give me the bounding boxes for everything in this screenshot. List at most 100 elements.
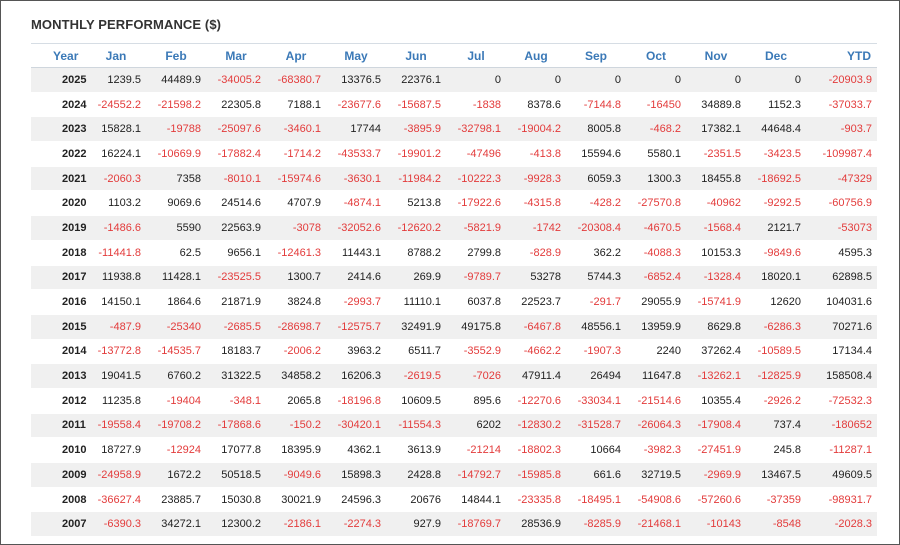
year-cell: 2020: [31, 190, 86, 217]
feb-cell: 6760.2: [146, 363, 206, 389]
sep-cell: -8285.9: [566, 511, 626, 538]
oct-cell: -26064.3: [626, 413, 686, 439]
mar-cell: 12300.2: [206, 511, 266, 538]
oct-cell: -4088.3: [626, 240, 686, 266]
jan-cell: -36627.4: [86, 487, 146, 513]
sep-cell: 15594.6: [566, 141, 626, 167]
jun-cell: 20676: [386, 487, 446, 513]
table-row: 2008 -36627.4 23885.7 15030.8 30021.9 24596.3…: [31, 487, 877, 513]
table-row: 2024 -24552.2 -21598.2 22305.8 7188.1 -23677.…: [31, 92, 877, 118]
may-cell: 3963.2: [326, 339, 386, 365]
may-cell: 11443.1: [326, 240, 386, 266]
jan-cell: -11441.8: [86, 240, 146, 266]
apr-cell: -28698.7: [266, 314, 326, 340]
ytd-cell: 4595.3: [806, 240, 877, 266]
apr-cell: -2186.1: [266, 511, 326, 538]
sep-cell: 26494: [566, 363, 626, 389]
mar-cell: -34005.2: [206, 67, 266, 93]
apr-cell: 7188.1: [266, 92, 326, 118]
apr-cell: -68380.7: [266, 67, 326, 93]
mar-cell: 24514.6: [206, 190, 266, 217]
may-cell: 17744: [326, 116, 386, 143]
sep-cell: 362.2: [566, 240, 626, 266]
nov-cell: -13262.1: [686, 363, 746, 389]
aug-cell: 53278: [506, 265, 566, 291]
aug-cell: -9928.3: [506, 166, 566, 192]
jun-cell: -11554.3: [386, 413, 446, 439]
table-row: 2014 -13772.8 -14535.7 18183.7 -2006.2 3963.2…: [31, 339, 877, 365]
ytd-cell: 17134.4: [806, 339, 877, 365]
oct-cell: 29055.9: [626, 289, 686, 315]
sep-cell: -1907.3: [566, 339, 626, 365]
jan-cell: -2060.3: [86, 166, 146, 192]
oct-cell: 0: [626, 67, 686, 93]
jul-cell: -32798.1: [446, 116, 506, 143]
oct-cell: 13959.9: [626, 314, 686, 340]
nov-cell: -1568.4: [686, 215, 746, 241]
oct-cell: -3982.3: [626, 437, 686, 463]
year-cell: 2015: [31, 314, 86, 340]
column-header-mar: Mar: [206, 43, 266, 68]
table-row: 2016 14150.1 1864.6 21871.9 3824.8 -2993.7 111…: [31, 289, 877, 315]
jan-cell: -6390.3: [86, 511, 146, 538]
dec-cell: -18692.5: [746, 166, 806, 192]
feb-cell: 7358: [146, 166, 206, 192]
jun-cell: -2619.5: [386, 363, 446, 389]
feb-cell: 11428.1: [146, 265, 206, 291]
mar-cell: 18183.7: [206, 339, 266, 365]
year-cell: 2021: [31, 166, 86, 192]
may-cell: -23677.6: [326, 92, 386, 118]
dec-cell: -37359: [746, 487, 806, 513]
dec-cell: -10589.5: [746, 339, 806, 365]
dec-cell: 2121.7: [746, 215, 806, 241]
table-row: 2011 -19558.4 -19708.2 -17868.6 -150.2 -30420…: [31, 413, 877, 439]
mar-cell: -23525.5: [206, 265, 266, 291]
nov-cell: 8629.8: [686, 314, 746, 340]
nov-cell: 37262.4: [686, 339, 746, 365]
nov-cell: 0: [686, 67, 746, 93]
ytd-cell: -60756.9: [806, 190, 877, 217]
may-cell: -43533.7: [326, 141, 386, 167]
year-cell: 2025: [31, 67, 86, 93]
table-row: 2013 19041.5 6760.2 31322.5 34858.2 16206.3 -2…: [31, 363, 877, 389]
may-cell: -3630.1: [326, 166, 386, 192]
may-cell: 15898.3: [326, 462, 386, 488]
apr-cell: -1714.2: [266, 141, 326, 167]
nov-cell: -17908.4: [686, 413, 746, 439]
jul-cell: -3552.9: [446, 339, 506, 365]
jul-cell: -9789.7: [446, 265, 506, 291]
sep-cell: -428.2: [566, 190, 626, 217]
column-header-jan: Jan: [86, 43, 146, 68]
jul-cell: 6037.8: [446, 289, 506, 315]
nov-cell: 34889.8: [686, 92, 746, 118]
panel-title: MONTHLY PERFORMANCE ($): [31, 17, 222, 32]
jun-cell: -11984.2: [386, 166, 446, 192]
jul-cell: 0: [446, 67, 506, 93]
ytd-cell: -47329: [806, 166, 877, 192]
sep-cell: -20308.4: [566, 215, 626, 241]
mar-cell: 17077.8: [206, 437, 266, 463]
apr-cell: 4707.9: [266, 190, 326, 217]
jul-cell: -7026: [446, 363, 506, 389]
table-row: 2007 -6390.3 34272.1 12300.2 -2186.1 -2274.3 9…: [31, 511, 877, 538]
apr-cell: 3824.8: [266, 289, 326, 315]
jan-cell: -487.9: [86, 314, 146, 340]
jun-cell: -12620.2: [386, 215, 446, 241]
jun-cell: -19901.2: [386, 141, 446, 167]
table-row: 2012 11235.8 -19404 -348.1 2065.8 -18196.8 106…: [31, 388, 877, 414]
column-header-jul: Jul: [446, 43, 506, 68]
oct-cell: -4670.5: [626, 215, 686, 241]
year-cell: 2019: [31, 215, 86, 241]
mar-cell: -2685.5: [206, 314, 266, 340]
apr-cell: 18395.9: [266, 437, 326, 463]
ytd-cell: -2028.3: [806, 511, 877, 538]
jun-cell: -15687.5: [386, 92, 446, 118]
aug-cell: -12270.6: [506, 388, 566, 414]
nov-cell: -10143: [686, 511, 746, 538]
oct-cell: -21514.6: [626, 388, 686, 414]
ytd-cell: -53073: [806, 215, 877, 241]
aug-cell: 22523.7: [506, 289, 566, 315]
year-cell: 2014: [31, 339, 86, 365]
jan-cell: 14150.1: [86, 289, 146, 315]
aug-cell: -413.8: [506, 141, 566, 167]
